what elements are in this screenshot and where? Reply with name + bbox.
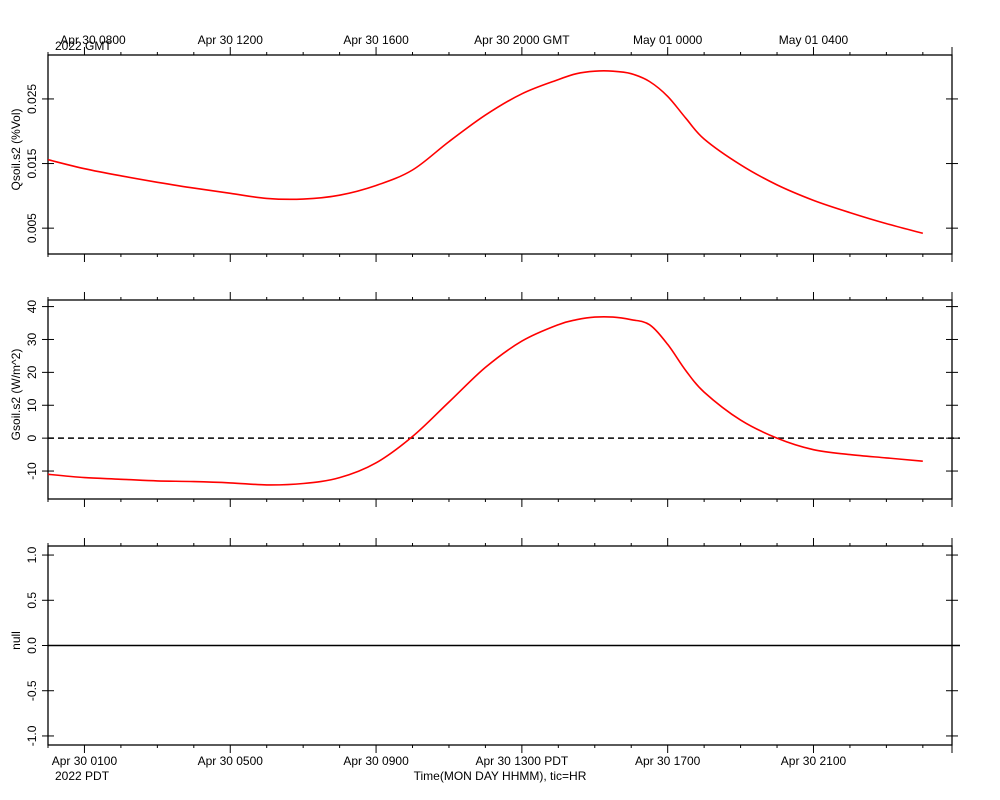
- bottom-axis-label: Apr 30 0500: [198, 754, 264, 768]
- plot-frame: [47, 54, 953, 255]
- panel-3: -1.0 -0.5 0.0 0.5 1.0 null: [9, 538, 960, 753]
- y-tick-label: 40: [25, 300, 39, 314]
- y-axis-title: Qsoil.s2 (%Vol): [9, 108, 23, 190]
- y-tick-label: 0.0: [25, 637, 39, 654]
- bottom-axis-label: Apr 30 1700: [635, 754, 701, 768]
- y-tick-label: 0.5: [25, 592, 39, 609]
- top-axis-label: Apr 30 1200: [198, 33, 264, 47]
- y-tick-label: 0.005: [25, 213, 39, 243]
- bottom-axis-label: Apr 30 1300 PDT: [476, 754, 569, 768]
- y-tick-label: 0.015: [25, 148, 39, 178]
- y-tick-label: -0.5: [25, 680, 39, 701]
- panel-2: -10 0 10 20 30 40 Gsoil.s2 (W/m^2): [9, 292, 960, 507]
- y-tick-label: 20: [25, 365, 39, 379]
- y-tick-label: 0.025: [25, 84, 39, 114]
- y-tick-label: 10: [25, 398, 39, 412]
- x-axis-title: Time(MON DAY HHMM), tic=HR: [414, 769, 587, 783]
- top-axis-label: Apr 30 0800: [60, 33, 126, 47]
- bottom-axis-label: Apr 30 0100: [52, 754, 118, 768]
- top-axis-label: Apr 30 2000 GMT: [474, 33, 570, 47]
- y-axis-title: Gsoil.s2 (W/m^2): [9, 349, 23, 441]
- bottom-axis-label: Apr 30 0900: [343, 754, 409, 768]
- top-axis-year-label: 2022 GMT: [55, 39, 112, 53]
- y-tick-label: 1.0: [25, 546, 39, 563]
- y-tick-label: 30: [25, 332, 39, 346]
- y-tick-label: 0: [25, 434, 39, 441]
- top-axis-label: May 01 0400: [779, 33, 849, 47]
- plot-frame: [47, 299, 953, 500]
- y-axis-title: null: [9, 631, 23, 650]
- top-axis-label: May 01 0000: [633, 33, 703, 47]
- series-line: [47, 316, 923, 486]
- top-axis-label: Apr 30 1600: [343, 33, 409, 47]
- y-tick-label: -10: [25, 462, 39, 480]
- bottom-axis-year-label: 2022 PDT: [55, 769, 110, 783]
- y-tick-label: -1.0: [25, 725, 39, 746]
- series-line: [47, 70, 924, 235]
- bottom-axis-label: Apr 30 2100: [781, 754, 847, 768]
